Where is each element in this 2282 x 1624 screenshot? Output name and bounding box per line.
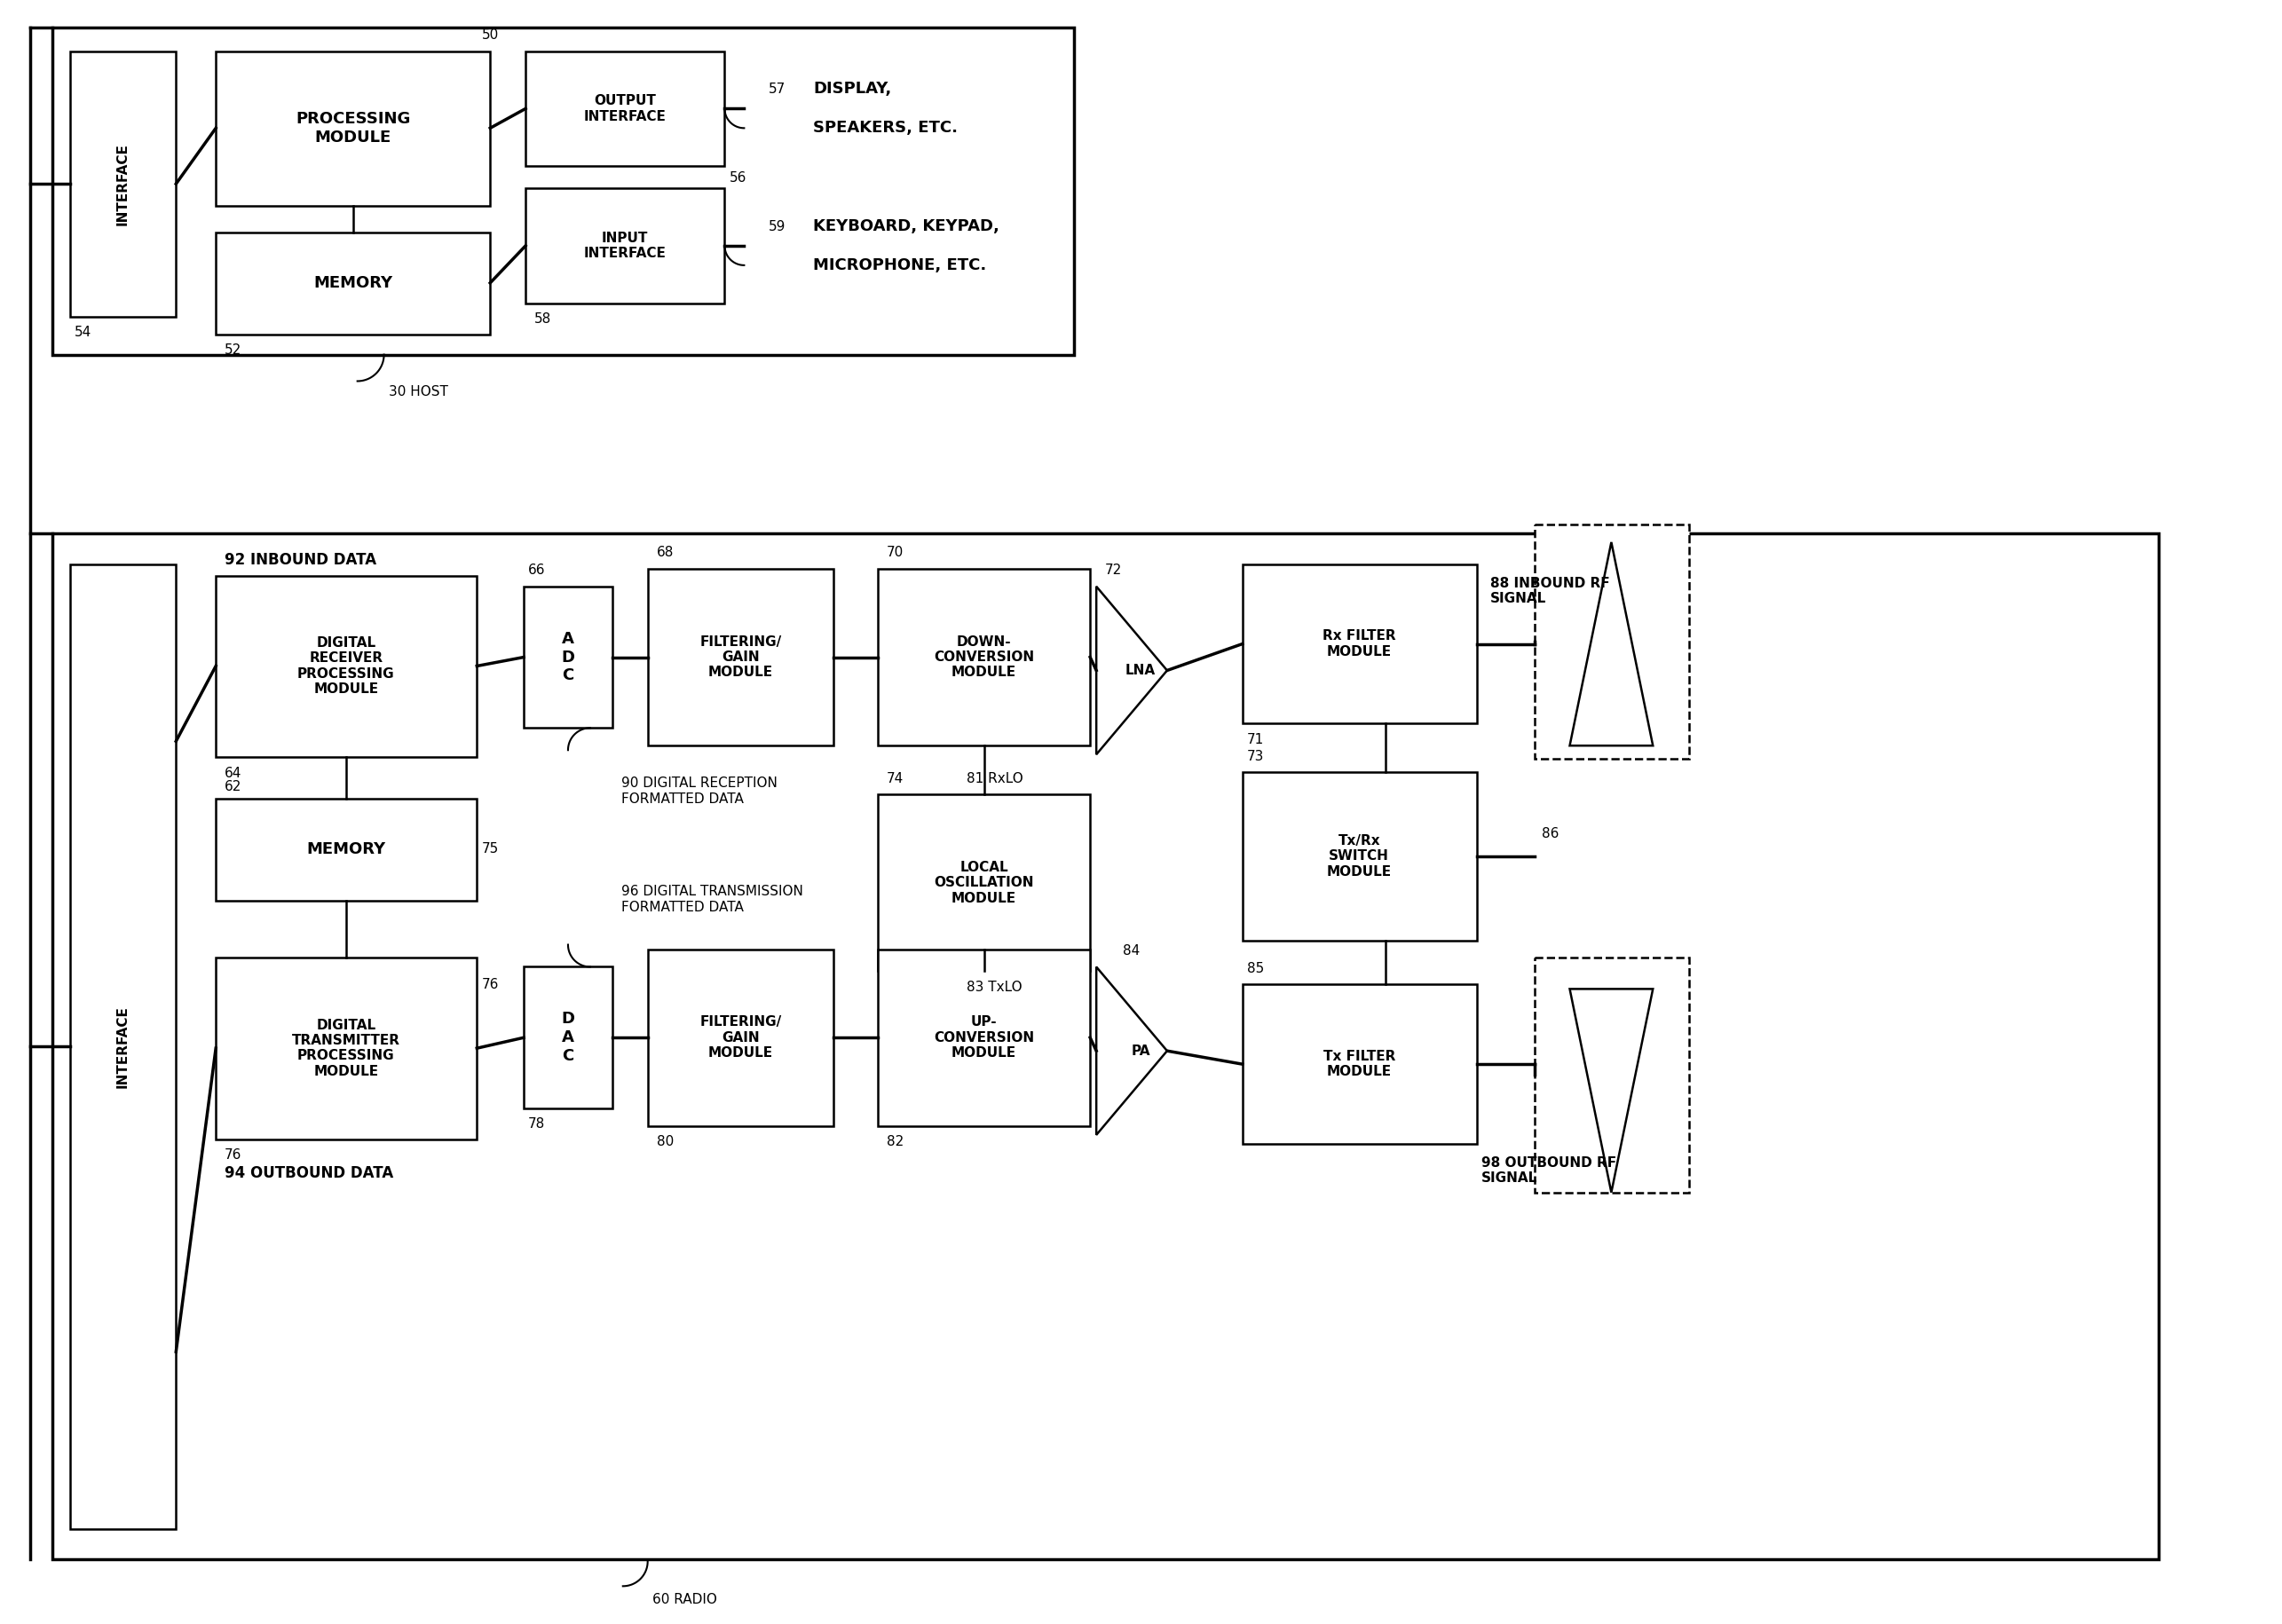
Text: 62: 62	[224, 780, 242, 793]
Text: DISPLAY,: DISPLAY,	[812, 81, 892, 97]
Text: 82: 82	[888, 1135, 904, 1148]
Text: LOCAL
OSCILLATION
MODULE: LOCAL OSCILLATION MODULE	[933, 861, 1034, 905]
Bar	[1241, 771, 1476, 940]
Text: LNA: LNA	[1125, 664, 1155, 677]
Text: 96 DIGITAL TRANSMISSION
FORMATTED DATA: 96 DIGITAL TRANSMISSION FORMATTED DATA	[621, 885, 803, 914]
Text: 64: 64	[224, 767, 242, 780]
Text: PA: PA	[1132, 1044, 1150, 1057]
Text: 76: 76	[482, 978, 497, 991]
Bar	[217, 958, 477, 1140]
Text: 30 HOST: 30 HOST	[388, 385, 447, 400]
Bar	[1534, 958, 1689, 1192]
Text: FILTERING/
GAIN
MODULE: FILTERING/ GAIN MODULE	[701, 1015, 780, 1060]
Bar	[217, 799, 477, 900]
Text: 76: 76	[224, 1148, 242, 1161]
Text: UP-
CONVERSION
MODULE: UP- CONVERSION MODULE	[933, 1015, 1034, 1060]
Text: 81 RxLO: 81 RxLO	[965, 771, 1022, 784]
Text: 98 OUTBOUND RF
SIGNAL: 98 OUTBOUND RF SIGNAL	[1481, 1156, 1616, 1184]
Text: A
D
C: A D C	[561, 630, 575, 684]
Text: 94 OUTBOUND DATA: 94 OUTBOUND DATA	[224, 1164, 393, 1181]
Text: DIGITAL
TRANSMITTER
PROCESSING
MODULE: DIGITAL TRANSMITTER PROCESSING MODULE	[292, 1018, 399, 1078]
Text: 68: 68	[657, 546, 673, 559]
Text: 86: 86	[1540, 828, 1559, 841]
Bar	[217, 232, 491, 335]
Bar	[217, 577, 477, 757]
Text: DIGITAL
RECEIVER
PROCESSING
MODULE: DIGITAL RECEIVER PROCESSING MODULE	[297, 637, 395, 695]
Text: 59: 59	[769, 219, 785, 232]
Text: 57: 57	[769, 83, 785, 96]
Text: PROCESSING
MODULE: PROCESSING MODULE	[297, 110, 411, 145]
Text: Tx FILTER
MODULE: Tx FILTER MODULE	[1324, 1049, 1394, 1078]
Text: MEMORY: MEMORY	[306, 841, 386, 857]
Bar	[217, 50, 491, 206]
Text: Tx/Rx
SWITCH
MODULE: Tx/Rx SWITCH MODULE	[1326, 835, 1392, 879]
Text: 74: 74	[888, 771, 904, 784]
Bar	[879, 568, 1091, 745]
Text: 58: 58	[534, 312, 552, 326]
Text: MEMORY: MEMORY	[313, 274, 393, 291]
Bar	[525, 586, 612, 728]
Text: 72: 72	[1104, 564, 1123, 577]
Text: 90 DIGITAL RECEPTION
FORMATTED DATA: 90 DIGITAL RECEPTION FORMATTED DATA	[621, 776, 778, 806]
Text: 84: 84	[1123, 944, 1141, 958]
Text: 85: 85	[1246, 961, 1264, 976]
Text: INTERFACE: INTERFACE	[116, 1005, 130, 1088]
Text: FILTERING/
GAIN
MODULE: FILTERING/ GAIN MODULE	[701, 635, 780, 679]
Text: 78: 78	[527, 1117, 545, 1130]
Bar	[1534, 525, 1689, 758]
Text: 80: 80	[657, 1135, 673, 1148]
Bar	[1241, 984, 1476, 1143]
Bar	[879, 794, 1091, 971]
Text: 60 RADIO: 60 RADIO	[653, 1593, 717, 1606]
Bar	[52, 533, 2159, 1559]
Text: INPUT
INTERFACE: INPUT INTERFACE	[584, 231, 666, 260]
Text: 92 INBOUND DATA: 92 INBOUND DATA	[224, 552, 377, 568]
Text: D
A
C: D A C	[561, 1012, 575, 1064]
Text: 75: 75	[482, 843, 497, 856]
Text: 52: 52	[224, 344, 242, 357]
Bar	[71, 50, 176, 317]
Bar	[52, 28, 1075, 354]
Text: DOWN-
CONVERSION
MODULE: DOWN- CONVERSION MODULE	[933, 635, 1034, 679]
Text: 54: 54	[75, 326, 91, 339]
Text: KEYBOARD, KEYPAD,: KEYBOARD, KEYPAD,	[812, 218, 1000, 234]
Text: SPEAKERS, ETC.: SPEAKERS, ETC.	[812, 120, 958, 136]
Bar	[648, 568, 833, 745]
Text: 71: 71	[1246, 732, 1264, 745]
Text: 66: 66	[527, 564, 545, 577]
Text: 73: 73	[1246, 750, 1264, 763]
Bar	[525, 50, 726, 166]
Text: Rx FILTER
MODULE: Rx FILTER MODULE	[1324, 630, 1397, 658]
Text: 70: 70	[888, 546, 904, 559]
Bar	[525, 188, 726, 304]
Text: 50: 50	[482, 29, 500, 42]
Bar	[648, 948, 833, 1125]
Bar	[879, 948, 1091, 1125]
Text: OUTPUT
INTERFACE: OUTPUT INTERFACE	[584, 94, 666, 123]
Bar	[71, 564, 176, 1528]
Text: 88 INBOUND RF
SIGNAL: 88 INBOUND RF SIGNAL	[1490, 577, 1609, 606]
Text: MICROPHONE, ETC.: MICROPHONE, ETC.	[812, 257, 986, 273]
Text: INTERFACE: INTERFACE	[116, 143, 130, 226]
Bar	[1241, 564, 1476, 724]
Bar	[525, 966, 612, 1109]
Text: 56: 56	[728, 171, 746, 184]
Text: 83 TxLO: 83 TxLO	[965, 981, 1022, 994]
